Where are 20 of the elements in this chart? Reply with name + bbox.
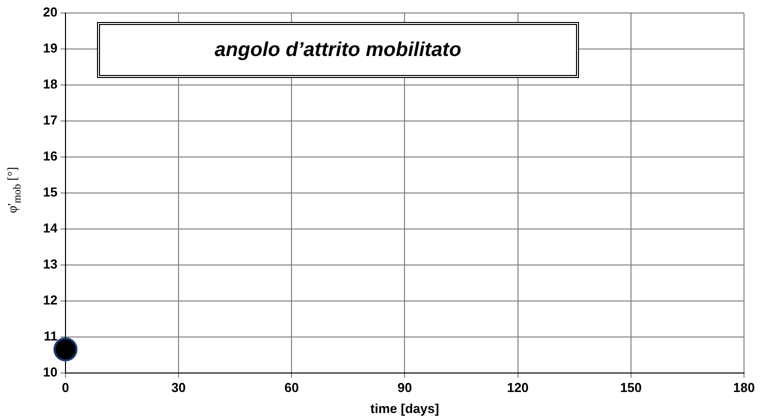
text-box: angolo d’attrito mobilitato [97, 22, 579, 78]
x-tick-label: 60 [284, 380, 299, 396]
x-tick-label: 30 [171, 380, 186, 396]
x-tick-label: 150 [620, 380, 642, 396]
x-tick-label: 180 [733, 380, 755, 396]
x-tick-label: 120 [506, 380, 529, 396]
y-tick-label: 20 [42, 4, 58, 20]
y-tick-label: 15 [42, 184, 58, 200]
y-tick-label: 14 [42, 220, 58, 236]
y-tick-label: 10 [42, 364, 58, 380]
y-tick-label: 19 [42, 40, 58, 56]
y-tick-label: 13 [42, 256, 58, 272]
y-tick-label: 12 [42, 292, 58, 308]
y-tick-label: 17 [42, 112, 58, 128]
x-tick-label: 0 [62, 380, 70, 396]
x-axis-title: time [days] [370, 400, 440, 416]
x-tick-label: 90 [397, 380, 412, 396]
y-tick-label: 18 [42, 76, 58, 92]
y-tick-label: 16 [42, 148, 58, 164]
y-tick-label: 11 [44, 328, 58, 344]
